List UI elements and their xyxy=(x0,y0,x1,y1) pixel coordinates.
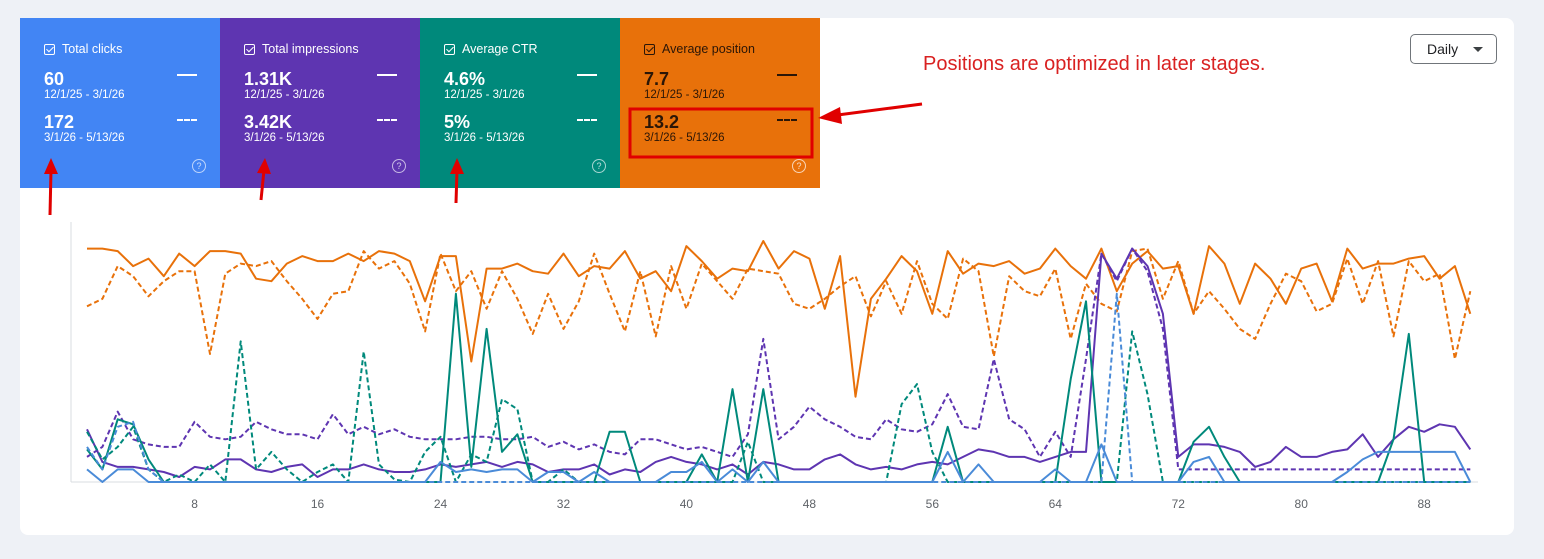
x-tick-label: 40 xyxy=(680,497,694,511)
metric-header: Average CTR xyxy=(444,41,620,57)
series-clicks-previous xyxy=(86,292,1471,483)
x-tick-label: 48 xyxy=(803,497,817,511)
checkbox-checked-icon[interactable] xyxy=(644,43,655,55)
metric-value-compare: 172 xyxy=(44,112,75,132)
metric-range-compare: 3/1/26 - 5/13/26 xyxy=(44,132,125,144)
metric-label: Total clicks xyxy=(62,42,123,56)
checkbox-checked-icon[interactable] xyxy=(44,43,55,55)
x-tick-label: 24 xyxy=(434,497,448,511)
dashed-line-legend-icon xyxy=(177,119,197,121)
metric-tile-average-ctr[interactable]: Average CTR 4.6% 12/1/25 - 3/1/26 5% 3/1… xyxy=(420,18,620,188)
metric-label: Average position xyxy=(662,42,755,56)
x-tick-label: 8 xyxy=(191,497,198,511)
metric-range-compare: 3/1/26 - 5/13/26 xyxy=(444,132,525,144)
x-tick-label: 64 xyxy=(1049,497,1063,511)
x-tick-label: 72 xyxy=(1172,497,1186,511)
x-tick-label: 56 xyxy=(926,497,940,511)
metric-value-current: 7.7 xyxy=(644,69,670,89)
metric-header: Total clicks xyxy=(44,41,220,57)
checkbox-checked-icon[interactable] xyxy=(444,43,455,55)
metric-label: Total impressions xyxy=(262,42,359,56)
help-icon[interactable]: ? xyxy=(392,159,406,173)
metric-tiles: Total clicks 60 12/1/25 - 3/1/26 172 3/1… xyxy=(20,18,820,188)
x-tick-label: 88 xyxy=(1418,497,1432,511)
solid-line-legend-icon xyxy=(177,74,197,76)
solid-line-legend-icon xyxy=(377,74,397,76)
help-icon[interactable]: ? xyxy=(592,159,606,173)
solid-line-legend-icon xyxy=(777,74,797,76)
help-icon[interactable]: ? xyxy=(192,159,206,173)
series-position-current xyxy=(87,240,1472,398)
metric-value-compare: 3.42K xyxy=(244,112,293,132)
period-dropdown-value: Daily xyxy=(1427,41,1459,57)
dashed-line-legend-icon xyxy=(577,119,597,121)
metric-range-current: 12/1/25 - 3/1/26 xyxy=(244,89,325,101)
help-icon[interactable]: ? xyxy=(792,159,806,173)
performance-card: Total clicks 60 12/1/25 - 3/1/26 172 3/1… xyxy=(20,18,1514,535)
dashed-line-legend-icon xyxy=(377,119,397,121)
checkbox-checked-icon[interactable] xyxy=(244,43,255,55)
metric-range-current: 12/1/25 - 3/1/26 xyxy=(444,89,525,101)
metric-tile-total-impressions[interactable]: Total impressions 1.31K 12/1/25 - 3/1/26… xyxy=(220,18,420,188)
caret-down-icon xyxy=(1473,47,1483,52)
series-impressions-previous xyxy=(86,247,1471,471)
metric-label: Average CTR xyxy=(462,42,538,56)
period-dropdown[interactable]: Daily xyxy=(1410,34,1497,64)
series-ctr-previous xyxy=(86,330,1471,483)
metric-range-current: 12/1/25 - 3/1/26 xyxy=(644,89,725,101)
x-tick-label: 16 xyxy=(311,497,325,511)
solid-line-legend-icon xyxy=(577,74,597,76)
metric-value-compare: 5% xyxy=(444,112,471,132)
x-tick-label: 32 xyxy=(557,497,571,511)
metric-value-current: 1.31K xyxy=(244,69,293,89)
series-position-previous xyxy=(86,247,1472,360)
series-impressions-current xyxy=(86,247,1472,478)
x-tick-label: 80 xyxy=(1295,497,1309,511)
metric-range-compare: 3/1/26 - 5/13/26 xyxy=(244,132,325,144)
metric-header: Average position xyxy=(644,41,820,57)
annotation-text: Positions are optimized in later stages. xyxy=(923,53,1266,75)
metric-value-current: 4.6% xyxy=(444,69,486,89)
metric-header: Total impressions xyxy=(244,41,420,57)
metric-value-current: 60 xyxy=(44,69,65,89)
metric-range-current: 12/1/25 - 3/1/26 xyxy=(44,89,125,101)
